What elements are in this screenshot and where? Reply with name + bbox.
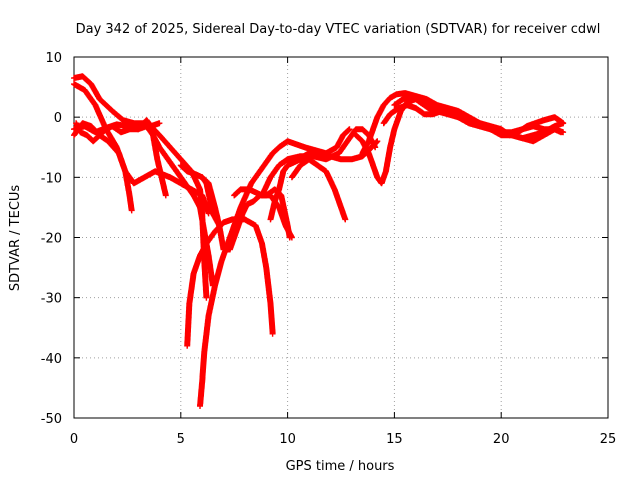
y-tick-label: -10 (41, 171, 62, 186)
x-tick-label: 25 (600, 432, 617, 447)
y-axis-label: SDTVAR / TECUs (8, 185, 23, 292)
y-tick-label: -50 (41, 412, 62, 427)
y-tick-label: -30 (41, 292, 62, 307)
x-axis-label: GPS time / hours (286, 459, 395, 474)
data-point-markers (199, 174, 223, 229)
x-tick-label: 20 (493, 432, 510, 447)
data-point-markers (71, 81, 212, 217)
x-tick-label: 15 (386, 432, 403, 447)
chart-title: Day 342 of 2025, Sidereal Day-to-day VTE… (76, 22, 601, 37)
y-tick-label: 10 (45, 51, 62, 66)
data-point-markers (391, 93, 567, 145)
data-layer (71, 73, 567, 409)
y-tick-label: 0 (54, 111, 62, 126)
data-point-markers (288, 156, 349, 223)
x-tick-label: 10 (279, 432, 296, 447)
grid-lines (74, 57, 608, 418)
y-tick-label: -40 (41, 352, 62, 367)
data-point-markers (295, 138, 381, 163)
series-arc-3 (71, 81, 212, 217)
series-arc-14 (288, 156, 349, 223)
x-tick-label: 0 (70, 432, 78, 447)
x-tick-label: 5 (177, 432, 185, 447)
axis-ticks: 0 5 10 15 20 25 -50 -40 -30 -20 -10 0 10 (41, 51, 617, 447)
series-arc-8 (199, 174, 223, 229)
series-arc-19 (391, 93, 567, 145)
series-arc-15 (295, 138, 381, 163)
y-tick-label: -20 (41, 232, 62, 247)
